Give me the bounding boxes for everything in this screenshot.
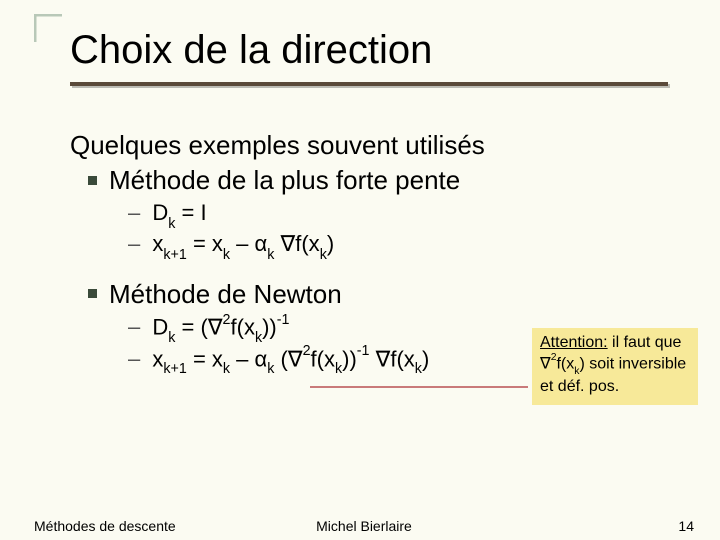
dash-icon: –	[128, 346, 140, 371]
dash-icon: –	[128, 231, 140, 256]
method2-header: Méthode de Newton	[88, 279, 670, 310]
footer-page-number: 14	[678, 518, 694, 534]
bullet-square-icon	[88, 289, 97, 298]
subtitle: Quelques exemples souvent utilisés	[70, 130, 670, 161]
dash-icon: –	[128, 314, 140, 339]
slide-title: Choix de la direction	[70, 28, 432, 73]
bullet-square-icon	[88, 176, 97, 185]
method1-eq2: – xk+1 = xk – αk ∇f(xk)	[128, 231, 670, 260]
connector-line	[310, 386, 528, 388]
method1-eq1: – Dk = I	[128, 200, 670, 229]
footer-center: Michel Bierlaire	[34, 518, 694, 534]
method2-name: Méthode de Newton	[109, 279, 342, 309]
attention-note: Attention: il faut que ∇2f(xk) soit inve…	[532, 328, 698, 405]
corner-decoration	[34, 14, 68, 48]
method1-header: Méthode de la plus forte pente	[88, 165, 670, 196]
note-attention: Attention:	[540, 334, 608, 351]
method1-name: Méthode de la plus forte pente	[109, 165, 460, 195]
dash-icon: –	[128, 200, 140, 225]
title-underline	[70, 82, 668, 86]
